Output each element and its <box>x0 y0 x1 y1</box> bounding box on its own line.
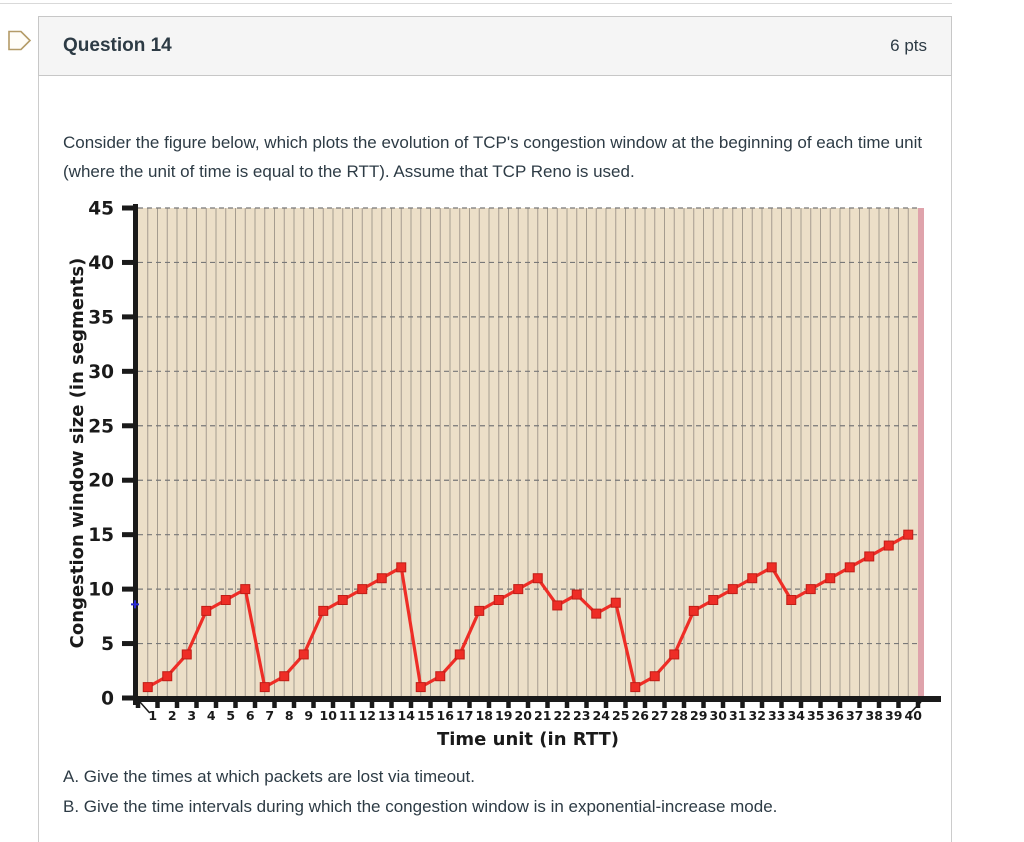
svg-text:23: 23 <box>573 708 590 723</box>
svg-text:10: 10 <box>88 580 114 601</box>
svg-text:11: 11 <box>339 708 356 723</box>
svg-text:19: 19 <box>495 708 512 723</box>
question-a-text: A. Give the times at which packets are l… <box>63 767 475 786</box>
svg-text:5: 5 <box>226 708 235 723</box>
svg-text:1: 1 <box>148 708 157 723</box>
congestion-window-chart-svg: 1 2 3 4 5 6 7 8 9 10 11 12 13 14 15 16 17 18 19 20 21 22 23 24 2… <box>67 199 1007 750</box>
svg-text:2: 2 <box>168 708 177 723</box>
svg-text:15: 15 <box>88 525 114 546</box>
svg-text:26: 26 <box>632 708 650 723</box>
svg-text:39: 39 <box>885 708 902 723</box>
svg-text:14: 14 <box>398 708 416 723</box>
svg-text:5: 5 <box>101 634 114 655</box>
svg-text:33: 33 <box>768 708 785 723</box>
svg-text:34: 34 <box>788 708 806 723</box>
svg-text:40: 40 <box>905 708 923 723</box>
svg-text:28: 28 <box>671 708 688 723</box>
svg-text:22: 22 <box>554 708 571 723</box>
svg-text:13: 13 <box>378 708 395 723</box>
svg-text:35: 35 <box>88 307 114 328</box>
congestion-window-chart: 1 2 3 4 5 6 7 8 9 10 11 12 13 14 15 16 17 18 19 20 21 22 23 24 2… <box>61 198 1007 758</box>
svg-text:35: 35 <box>807 708 824 723</box>
svg-text:7: 7 <box>265 708 274 723</box>
question-prompt: Consider the figure below, which plots t… <box>63 133 923 181</box>
svg-text:21: 21 <box>534 708 551 723</box>
svg-text:Time unit (in RTT): Time unit (in RTT) <box>437 729 619 750</box>
svg-text:17: 17 <box>456 708 473 723</box>
svg-text:30: 30 <box>710 708 728 723</box>
question-header: Question 14 6 pts <box>38 16 952 76</box>
question-title: Question 14 <box>63 35 172 56</box>
svg-text:8: 8 <box>285 708 294 723</box>
flag-question-icon[interactable] <box>8 30 32 52</box>
svg-text:30: 30 <box>88 362 114 383</box>
svg-text:12: 12 <box>359 708 376 723</box>
svg-text:29: 29 <box>690 708 707 723</box>
svg-text:Congestion window size (in seg: Congestion window size (in segments) <box>67 258 88 649</box>
svg-text:20: 20 <box>515 708 533 723</box>
question-body: Consider the figure below, which plots t… <box>38 76 1007 842</box>
svg-text:15: 15 <box>417 708 434 723</box>
svg-text:6: 6 <box>246 708 255 723</box>
svg-text:27: 27 <box>651 708 668 723</box>
svg-text:18: 18 <box>476 708 493 723</box>
question-points: 6 pts <box>890 36 927 55</box>
svg-text:36: 36 <box>827 708 845 723</box>
svg-text:38: 38 <box>866 708 883 723</box>
question-b-text: B. Give the time intervals during which … <box>63 797 778 816</box>
svg-text:10: 10 <box>320 708 338 723</box>
page-top-divider <box>0 3 952 4</box>
svg-text:32: 32 <box>749 708 766 723</box>
svg-text:40: 40 <box>88 253 114 274</box>
svg-text:0: 0 <box>101 689 114 710</box>
svg-text:9: 9 <box>304 708 313 723</box>
svg-text:24: 24 <box>593 708 611 723</box>
svg-text:4: 4 <box>207 708 216 723</box>
svg-text:16: 16 <box>437 708 455 723</box>
svg-text:20: 20 <box>88 471 114 492</box>
svg-text:37: 37 <box>846 708 863 723</box>
svg-text:25: 25 <box>612 708 629 723</box>
svg-text:3: 3 <box>187 708 196 723</box>
svg-text:25: 25 <box>88 416 114 437</box>
svg-text:45: 45 <box>88 199 114 220</box>
svg-text:31: 31 <box>729 708 746 723</box>
